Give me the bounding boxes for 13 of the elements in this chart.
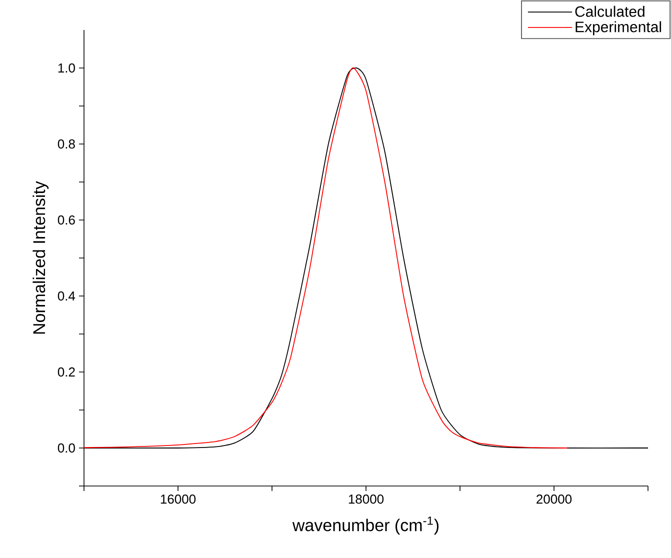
y-tick-label: 0.6 [58,215,75,225]
x-tick-label: 18000 [348,494,384,504]
y-tick-label: 0.8 [58,139,75,149]
y-tick-label: 0.2 [58,367,75,377]
y-tick-label: 1.0 [58,63,75,73]
y-tick-label: 0.0 [58,443,75,453]
legend-label: Calculated [575,6,644,17]
legend-label: Experimental [576,21,662,36]
x-axis-title: wavenumber (cm$^{-1}$) [292,516,439,535]
x-tick-label: 20000 [536,494,572,504]
y-tick-label: 0.4 [58,291,76,301]
x-tick-label: 16000 [160,494,196,504]
y-axis-title: Normalized Intensity [32,181,49,334]
